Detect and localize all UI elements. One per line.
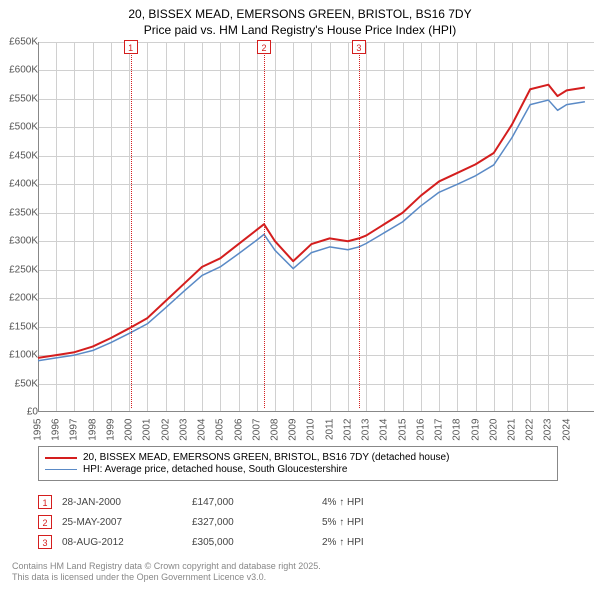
legend-box: 20, BISSEX MEAD, EMERSONS GREEN, BRISTOL… <box>38 446 558 481</box>
y-axis-label: £150K <box>0 321 38 332</box>
chart-container: 20, BISSEX MEAD, EMERSONS GREEN, BRISTOL… <box>0 0 600 590</box>
y-axis-label: £200K <box>0 293 38 304</box>
x-axis-label: 1995 <box>33 419 44 449</box>
x-axis-label: 2024 <box>561 419 572 449</box>
transaction-row: 3 08-AUG-2012 £305,000 2% ↑ HPI <box>38 532 558 552</box>
series-lines <box>38 42 594 412</box>
x-axis-label: 2022 <box>525 419 536 449</box>
y-axis-label: £450K <box>0 150 38 161</box>
transaction-marker-box: 3 <box>38 535 52 549</box>
x-axis-label: 2001 <box>142 419 153 449</box>
x-axis-label: 2000 <box>124 419 135 449</box>
x-axis-label: 1997 <box>69 419 80 449</box>
transaction-date: 08-AUG-2012 <box>62 537 182 548</box>
x-axis-label: 2002 <box>160 419 171 449</box>
transaction-marker-box: 1 <box>38 495 52 509</box>
y-axis-label: £350K <box>0 207 38 218</box>
x-axis-label: 1996 <box>51 419 62 449</box>
marker-box-1: 1 <box>124 40 138 54</box>
x-axis-label: 2023 <box>543 419 554 449</box>
marker-line-1 <box>131 46 132 408</box>
transaction-date: 25-MAY-2007 <box>62 517 182 528</box>
transaction-row: 2 25-MAY-2007 £327,000 5% ↑ HPI <box>38 512 558 532</box>
y-axis-label: £650K <box>0 37 38 48</box>
x-axis-label: 2007 <box>251 419 262 449</box>
y-axis-label: £400K <box>0 179 38 190</box>
y-axis-label: £550K <box>0 93 38 104</box>
x-axis-label: 2014 <box>379 419 390 449</box>
marker-line-3 <box>359 46 360 408</box>
x-axis-label: 2021 <box>506 419 517 449</box>
chart-area: 1 2 3 <box>38 42 594 412</box>
transaction-pct: 2% ↑ HPI <box>322 537 422 548</box>
title-line-1: 20, BISSEX MEAD, EMERSONS GREEN, BRISTOL… <box>10 6 590 22</box>
transaction-pct: 4% ↑ HPI <box>322 497 422 508</box>
x-axis-label: 2006 <box>233 419 244 449</box>
x-axis-label: 2005 <box>215 419 226 449</box>
transactions-table: 1 28-JAN-2000 £147,000 4% ↑ HPI 2 25-MAY-2007… <box>38 492 558 552</box>
footer-line-1: Contains HM Land Registry data © Crown c… <box>12 561 321 573</box>
y-axis-label: £50K <box>0 378 38 389</box>
x-axis-label: 1999 <box>105 419 116 449</box>
x-axis-label: 2017 <box>434 419 445 449</box>
x-axis-label: 2009 <box>288 419 299 449</box>
legend-label: 20, BISSEX MEAD, EMERSONS GREEN, BRISTOL… <box>83 452 449 463</box>
marker-box-2: 2 <box>257 40 271 54</box>
x-axis-label: 2008 <box>269 419 280 449</box>
y-axis-label: £500K <box>0 122 38 133</box>
transaction-pct: 5% ↑ HPI <box>322 517 422 528</box>
marker-box-3: 3 <box>352 40 366 54</box>
y-axis-label: £300K <box>0 236 38 247</box>
footer-text: Contains HM Land Registry data © Crown c… <box>12 561 321 584</box>
x-axis-label: 2012 <box>342 419 353 449</box>
legend-row: 20, BISSEX MEAD, EMERSONS GREEN, BRISTOL… <box>45 452 551 463</box>
y-axis-label: £100K <box>0 350 38 361</box>
x-axis-label: 2019 <box>470 419 481 449</box>
y-axis-label: £600K <box>0 65 38 76</box>
marker-line-2 <box>264 46 265 408</box>
series-price_paid <box>38 85 585 358</box>
x-axis-label: 2004 <box>197 419 208 449</box>
x-axis-label: 2015 <box>397 419 408 449</box>
y-axis-label: £250K <box>0 264 38 275</box>
title-block: 20, BISSEX MEAD, EMERSONS GREEN, BRISTOL… <box>0 0 600 40</box>
x-axis-label: 2013 <box>361 419 372 449</box>
transaction-marker-box: 2 <box>38 515 52 529</box>
x-axis-label: 2003 <box>178 419 189 449</box>
legend-row: HPI: Average price, detached house, Sout… <box>45 464 551 475</box>
transaction-row: 1 28-JAN-2000 £147,000 4% ↑ HPI <box>38 492 558 512</box>
transaction-date: 28-JAN-2000 <box>62 497 182 508</box>
transaction-price: £327,000 <box>192 517 312 528</box>
legend-label: HPI: Average price, detached house, Sout… <box>83 464 347 475</box>
x-axis-label: 2016 <box>415 419 426 449</box>
x-axis-label: 2020 <box>488 419 499 449</box>
legend-swatch <box>45 457 77 459</box>
y-axis-label: £0 <box>0 407 38 418</box>
x-axis-label: 1998 <box>87 419 98 449</box>
legend-swatch <box>45 469 77 470</box>
transaction-price: £305,000 <box>192 537 312 548</box>
title-line-2: Price paid vs. HM Land Registry's House … <box>10 22 590 38</box>
x-axis-label: 2010 <box>306 419 317 449</box>
transaction-price: £147,000 <box>192 497 312 508</box>
footer-line-2: This data is licensed under the Open Gov… <box>12 572 321 584</box>
x-axis-label: 2018 <box>452 419 463 449</box>
x-axis-label: 2011 <box>324 419 335 449</box>
